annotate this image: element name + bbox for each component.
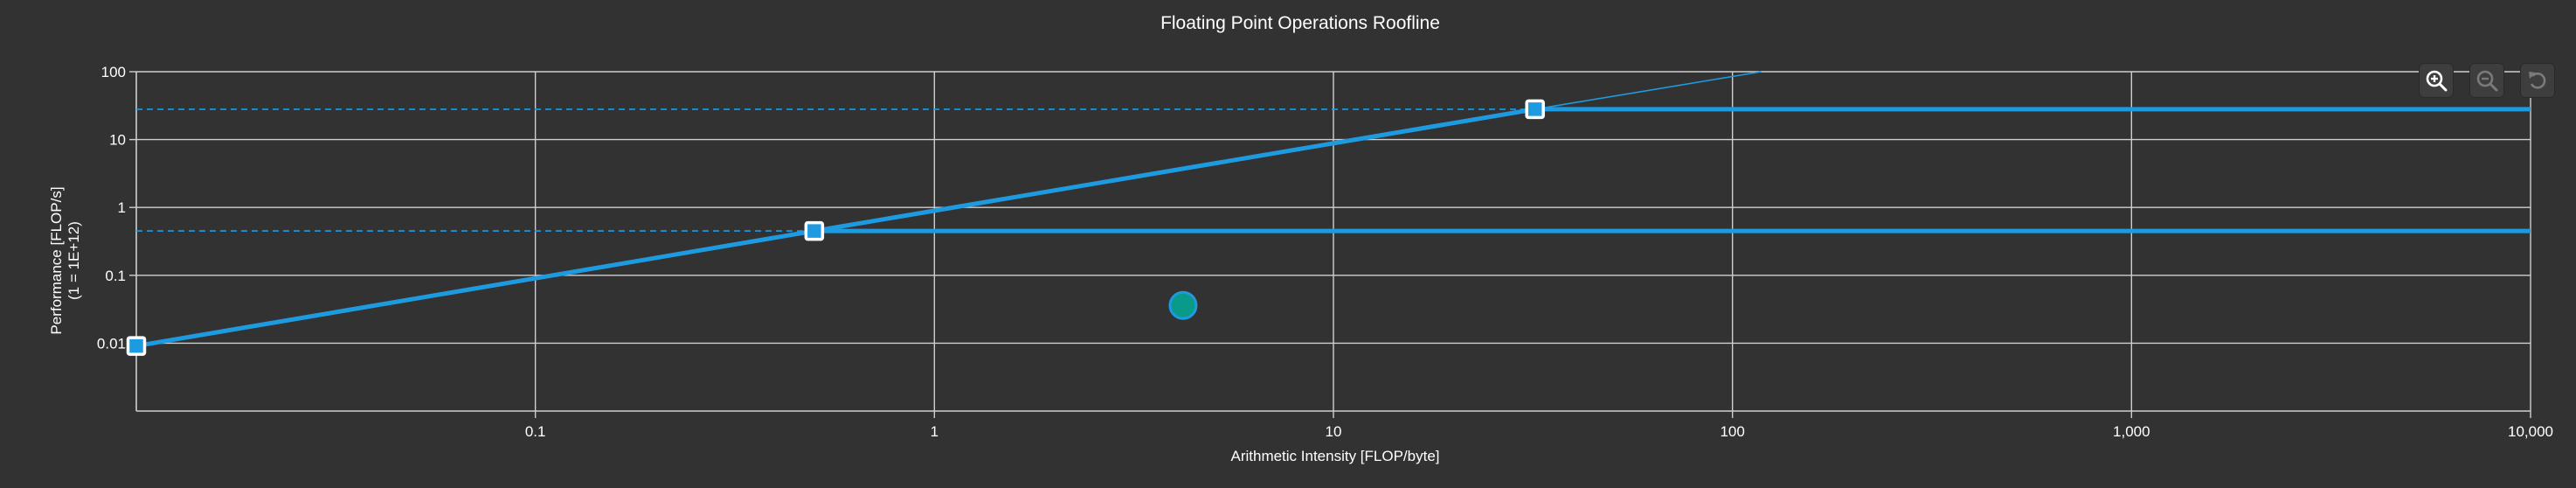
y-tick-label: 100 xyxy=(101,64,126,80)
y-axis-label: Performance [FLOP/s] xyxy=(48,186,65,334)
y-tick-label: 1 xyxy=(118,199,126,216)
y-axis-label-unit: (1 = 1E+12) xyxy=(66,221,82,300)
x-tick-label: 0.1 xyxy=(525,423,546,440)
chart-title: Floating Point Operations Roofline xyxy=(1160,13,1440,33)
reset-icon xyxy=(2529,72,2546,89)
x-tick-label: 10,000 xyxy=(2508,423,2553,440)
roof-markers[interactable] xyxy=(126,99,1545,356)
bandwidth-roof-line xyxy=(134,228,817,349)
bandwidth-roof-line xyxy=(812,107,1538,234)
grid-lines xyxy=(129,71,2531,418)
x-tick-label: 10 xyxy=(1326,423,1342,440)
zoom-in-button[interactable] xyxy=(2419,63,2454,98)
y-tick-label: 0.1 xyxy=(105,268,126,284)
kernel-point[interactable] xyxy=(1168,290,1198,320)
y-tick-label: 10 xyxy=(109,132,126,149)
roof-marker[interactable] xyxy=(126,336,147,356)
zoom-out-icon xyxy=(2476,70,2498,92)
reset-zoom-button[interactable] xyxy=(2520,63,2555,98)
roof-marker[interactable] xyxy=(804,220,825,241)
roof-lines xyxy=(134,71,2531,349)
zoom-in-icon xyxy=(2426,70,2448,92)
roof-marker[interactable] xyxy=(1525,99,1545,120)
y-tick-label: 0.01 xyxy=(97,335,126,352)
axis-ticks: 0.01 0.1 1 10 100 0.1 1 10 100 1,000 10,000 xyxy=(97,64,2553,440)
x-tick-label: 100 xyxy=(1720,423,1744,440)
chart-toolbar xyxy=(2419,63,2555,98)
x-tick-label: 1 xyxy=(931,423,938,440)
zoom-out-button[interactable] xyxy=(2469,63,2504,98)
bandwidth-roof-extension xyxy=(1534,71,1762,110)
y-axis-label-group: Performance [FLOP/s] (1 = 1E+12) xyxy=(48,186,82,334)
x-tick-label: 1,000 xyxy=(2113,423,2150,440)
x-axis-label: Arithmetic Intensity [FLOP/byte] xyxy=(1230,448,1439,464)
